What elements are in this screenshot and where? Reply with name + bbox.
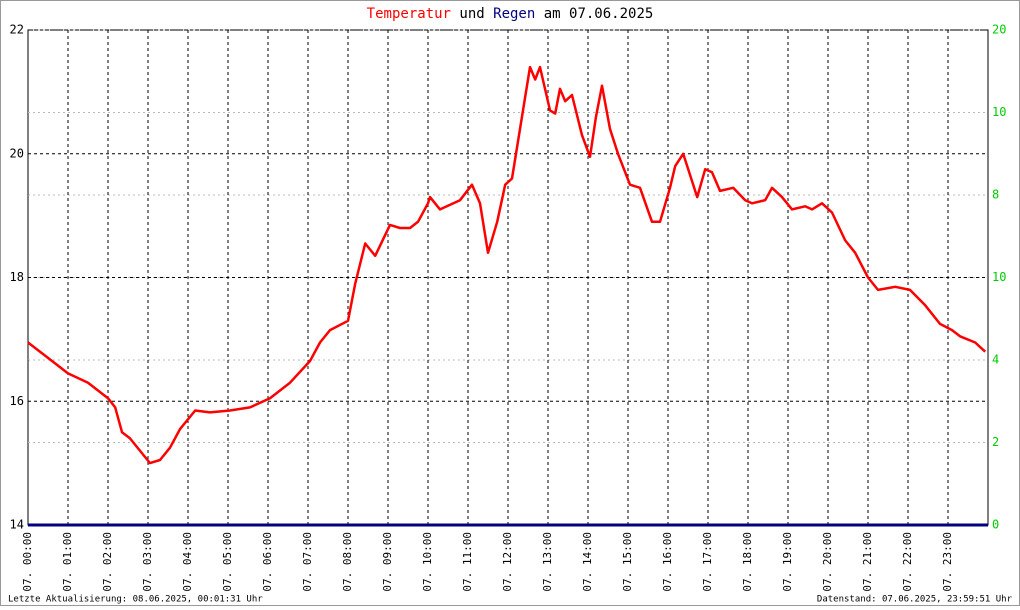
- x-tick-label: 07. 16:00: [661, 532, 674, 592]
- title-part: Temperatur: [367, 6, 451, 22]
- title-part: am 07.06.2025: [544, 6, 654, 22]
- x-tick-label: 07. 05:00: [221, 532, 234, 592]
- y2-tick-label: 0: [992, 518, 999, 532]
- x-tick-label: 07. 03:00: [141, 532, 154, 592]
- y2-tick-label: 10: [992, 270, 1006, 284]
- x-tick-label: 07. 15:00: [621, 532, 634, 592]
- x-tick-label: 07. 08:00: [341, 532, 354, 592]
- title-part: und: [459, 6, 484, 22]
- y2-tick-label: 20: [992, 23, 1006, 37]
- x-tick-label: 07. 21:00: [861, 532, 874, 592]
- x-tick-label: 07. 17:00: [701, 532, 714, 592]
- y-tick-label: 14: [10, 518, 24, 532]
- x-tick-label: 07. 02:00: [101, 532, 114, 592]
- x-tick-label: 07. 14:00: [581, 532, 594, 592]
- x-tick-label: 07. 18:00: [741, 532, 754, 592]
- y-tick-label: 18: [10, 270, 24, 284]
- x-tick-label: 07. 10:00: [421, 532, 434, 592]
- footer-left: Letzte Aktualisierung: 08.06.2025, 00:01…: [8, 595, 263, 605]
- chart-title: Temperatur und Regen am 07.06.2025: [367, 6, 654, 22]
- y2-tick-label: 4: [992, 353, 999, 367]
- x-tick-label: 07. 22:00: [901, 532, 914, 592]
- x-tick-label: 07. 23:00: [941, 532, 954, 592]
- x-tick-label: 07. 04:00: [181, 532, 194, 592]
- x-tick-label: 07. 13:00: [541, 532, 554, 592]
- y-tick-label: 20: [10, 146, 24, 160]
- x-tick-label: 07. 19:00: [781, 532, 794, 592]
- y2-tick-label: 8: [992, 188, 999, 202]
- x-tick-label: 07. 11:00: [461, 532, 474, 592]
- y2-tick-label: 10: [992, 105, 1006, 119]
- series-line: [27, 65, 987, 465]
- x-tick-label: 07. 07:00: [301, 532, 314, 592]
- x-tick-label: 07. 06:00: [261, 532, 274, 592]
- y-tick-label: 22: [10, 23, 24, 37]
- x-tick-label: 07. 20:00: [821, 532, 834, 592]
- x-tick-label: 07. 09:00: [381, 532, 394, 592]
- x-tick-label: 07. 00:00: [21, 532, 34, 592]
- title-part: Regen: [493, 6, 535, 22]
- x-tick-label: 07. 01:00: [61, 532, 74, 592]
- y2-tick-label: 2: [992, 435, 999, 449]
- y-tick-label: 16: [10, 394, 24, 408]
- footer-right: Datenstand: 07.06.2025, 23:59:51 Uhr: [817, 595, 1013, 605]
- x-tick-label: 07. 12:00: [501, 532, 514, 592]
